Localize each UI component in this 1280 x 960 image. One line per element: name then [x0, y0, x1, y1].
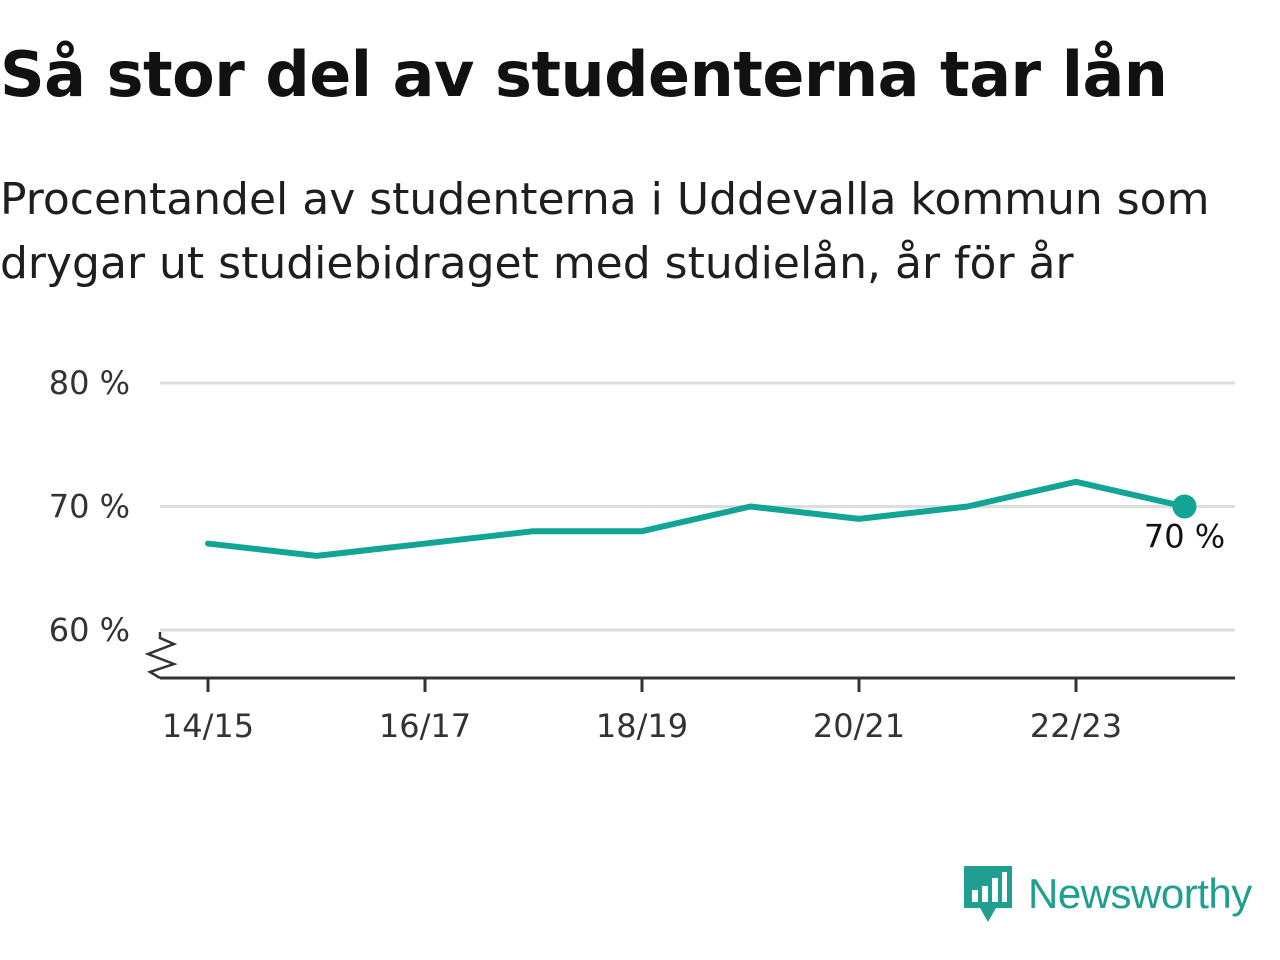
x-tick-label: 14/15 [162, 707, 254, 745]
y-axis-labels: 60 % 70 % 80 % [49, 364, 130, 649]
x-tick-label: 20/21 [813, 707, 905, 745]
chart-subtitle: Procentandel av studenterna i Uddevalla … [0, 174, 1210, 289]
series-line [205, 478, 1188, 559]
brand-name: Newsworthy [1028, 870, 1252, 917]
axis-break-mark [144, 632, 178, 680]
end-point-marker [1172, 494, 1197, 519]
x-tick-label: 22/23 [1030, 707, 1122, 745]
series-layer: 70 % [205, 478, 1225, 559]
y-tick-label: 60 % [49, 611, 130, 649]
y-tick-label: 80 % [49, 364, 130, 402]
x-tick-label: 18/19 [596, 707, 688, 745]
y-tick-label: 70 % [49, 488, 130, 526]
chart-title: Så stor del av studenterna tar lån [0, 38, 1168, 111]
line-chart: 60 % 70 % 80 % 14/15 16/17 18/19 20/21 22/23 7… [49, 364, 1235, 745]
x-axis-labels: 14/15 16/17 18/19 20/21 22/23 [162, 707, 1122, 745]
end-value-label: 70 % [1144, 518, 1225, 556]
x-axis [144, 632, 1235, 692]
x-tick-label: 16/17 [379, 707, 471, 745]
newsworthy-logo-icon [964, 866, 1012, 922]
brand-logo: Newsworthy [962, 862, 1252, 926]
grid-lines [160, 381, 1235, 632]
